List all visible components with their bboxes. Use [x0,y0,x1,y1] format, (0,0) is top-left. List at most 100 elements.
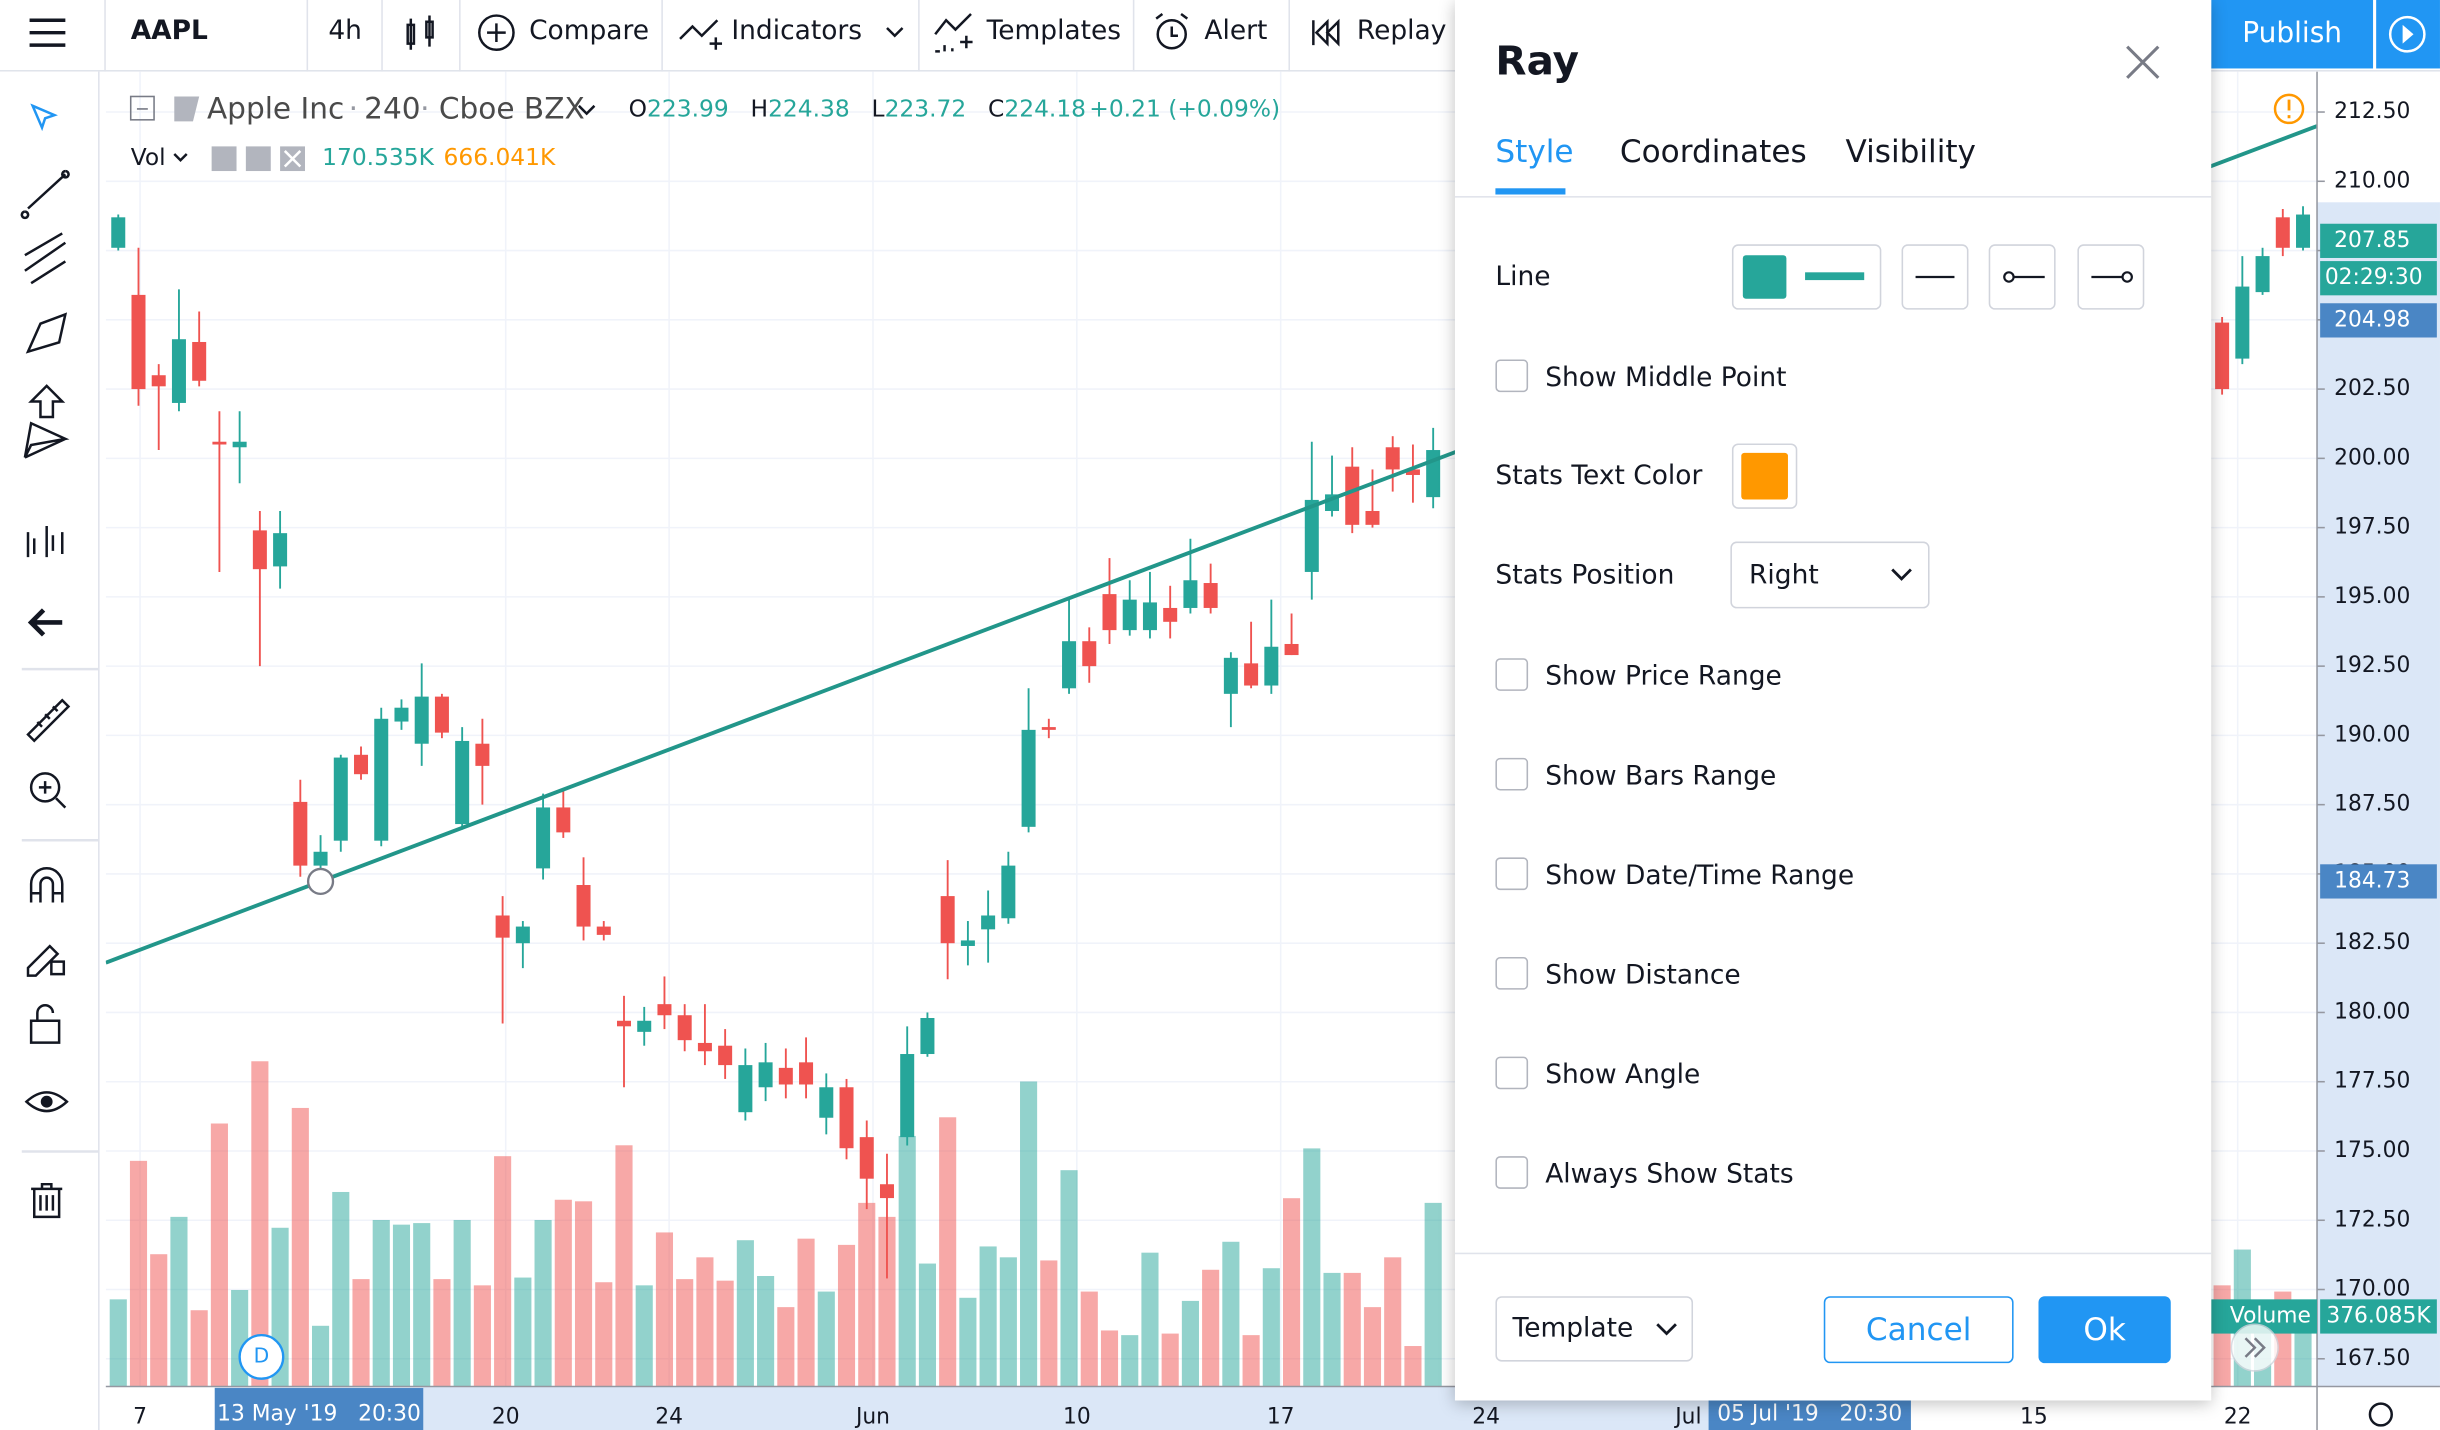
volume-bar [757,1276,775,1387]
x-tick-label: 7 [133,1405,147,1430]
event-marker-bg [238,1333,285,1380]
candle-body [495,915,510,938]
checkbox[interactable] [1495,957,1529,990]
ok-button[interactable]: Ok [2038,1296,2171,1364]
settings-icon[interactable] [2368,1402,2393,1427]
volume-bar [372,1219,390,1387]
templates-button[interactable]: Templates [986,15,1122,47]
eye-button[interactable] [211,146,237,172]
checkbox[interactable] [1495,1056,1529,1090]
collapse-icon[interactable] [129,95,155,121]
replay-button[interactable]: Replay [1356,15,1447,47]
fib-tool[interactable] [24,232,67,285]
volume-bar [979,1246,997,1387]
settings-button[interactable] [245,146,271,172]
tab[interactable]: Style [1495,132,1574,170]
cancel-button[interactable]: Cancel [1823,1296,2014,1364]
countdown: 02:29:30 [2325,265,2423,290]
compare-button[interactable]: Compare [529,15,650,47]
checkbox[interactable] [1495,757,1529,791]
candle-body [616,1020,631,1027]
candle-body [1405,469,1420,475]
change: +0.21 (+0.09%) [1089,94,1281,123]
volume-bar [1080,1291,1098,1387]
alert-hands [1155,13,1189,38]
checkbox[interactable] [1495,857,1529,891]
ohlc-value: 223.99 [647,94,729,123]
pattern-tool[interactable] [23,421,70,459]
brush-tool[interactable] [25,312,68,354]
vol-ma-value: 666.041K [443,143,556,172]
tab[interactable]: Coordinates [1619,132,1807,170]
templates-icon[interactable] [934,13,973,53]
volume-bar [514,1277,532,1387]
field-label: Stats Text Color [1495,460,1703,492]
bars-icon[interactable] [406,15,434,50]
checkbox-label: Show Middle Point [1545,362,1787,394]
y-tick-label: 190.00 [2334,722,2410,747]
cursor-tool[interactable] [30,103,58,132]
candle-body [637,1020,652,1032]
volume-bar [1141,1252,1159,1387]
alert-icon[interactable] [1156,18,1187,50]
trash-tool[interactable] [31,1182,63,1219]
x-tick-label: 24 [1472,1405,1500,1430]
y-tick-label: 210.00 [2334,168,2410,193]
dot: · [420,91,430,127]
candle-body [455,740,470,825]
separator [459,0,461,72]
candle-body [960,940,975,946]
indicators-button[interactable]: Indicators [731,15,863,47]
caret[interactable] [886,27,904,38]
candle-body [556,807,571,833]
price-label-bg [2320,303,2437,338]
prediction-tool[interactable] [26,525,64,558]
y-tick-label: 197.50 [2334,515,2410,540]
indicators-icon[interactable] [679,19,723,50]
volume-bar [534,1219,552,1387]
magnet-tool[interactable] [29,867,64,903]
tab[interactable]: Visibility [1845,132,1976,170]
compare-icon[interactable] [478,14,515,52]
legend-icons [129,95,200,122]
text-tool[interactable] [28,384,66,419]
candle-body [758,1062,773,1088]
candle-body [111,217,126,248]
volume-bar [1424,1202,1442,1387]
volume-bar [676,1279,694,1387]
candle-body [394,707,409,722]
price-label-bg [2320,223,2437,258]
checkbox[interactable] [1495,1156,1529,1189]
candle-body [879,1184,894,1199]
trendline-tool[interactable] [20,169,70,220]
interval[interactable]: 4h [328,15,362,47]
volume-bar [959,1297,977,1387]
flag-icon [174,96,200,122]
lock-draw-tool[interactable] [26,944,66,977]
visibility-tool[interactable] [24,1091,69,1113]
checkbox[interactable] [1495,359,1529,393]
checkbox[interactable] [1495,658,1529,691]
close-button[interactable] [2124,44,2161,81]
lock-tool[interactable] [29,1004,61,1044]
exchange: Cboe BZX [438,91,585,127]
ohlc-key: L [871,94,885,123]
menu-icon[interactable] [29,18,66,47]
back-tool[interactable] [27,608,63,637]
remove-x [283,150,302,168]
caret[interactable] [173,153,188,163]
volume-bar [837,1244,856,1387]
ruler-tool[interactable] [26,698,71,743]
replay-icon[interactable] [1312,18,1340,47]
symbol[interactable]: AAPL [130,15,208,47]
candle-body [677,1015,692,1041]
alert-button[interactable]: Alert [1204,15,1268,47]
volume-bar [1303,1148,1321,1387]
candle-body [2275,217,2290,248]
zoom-tool[interactable] [29,772,61,803]
candle-body [434,696,449,733]
publish-button[interactable]: Publish [2211,0,2374,69]
caret[interactable] [576,100,598,122]
divider [1454,196,2212,198]
volume-bar [1323,1272,1341,1387]
